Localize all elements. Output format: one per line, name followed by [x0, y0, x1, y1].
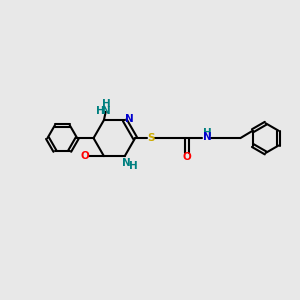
Text: N: N	[122, 158, 130, 168]
Text: O: O	[182, 152, 191, 162]
Text: H: H	[96, 106, 105, 116]
Text: O: O	[80, 151, 89, 161]
Text: S: S	[147, 133, 154, 143]
Text: H: H	[129, 160, 137, 171]
Text: N: N	[102, 106, 111, 116]
Text: H: H	[203, 128, 212, 138]
Text: H: H	[102, 99, 111, 109]
Text: N: N	[125, 114, 134, 124]
Text: N: N	[203, 132, 212, 142]
